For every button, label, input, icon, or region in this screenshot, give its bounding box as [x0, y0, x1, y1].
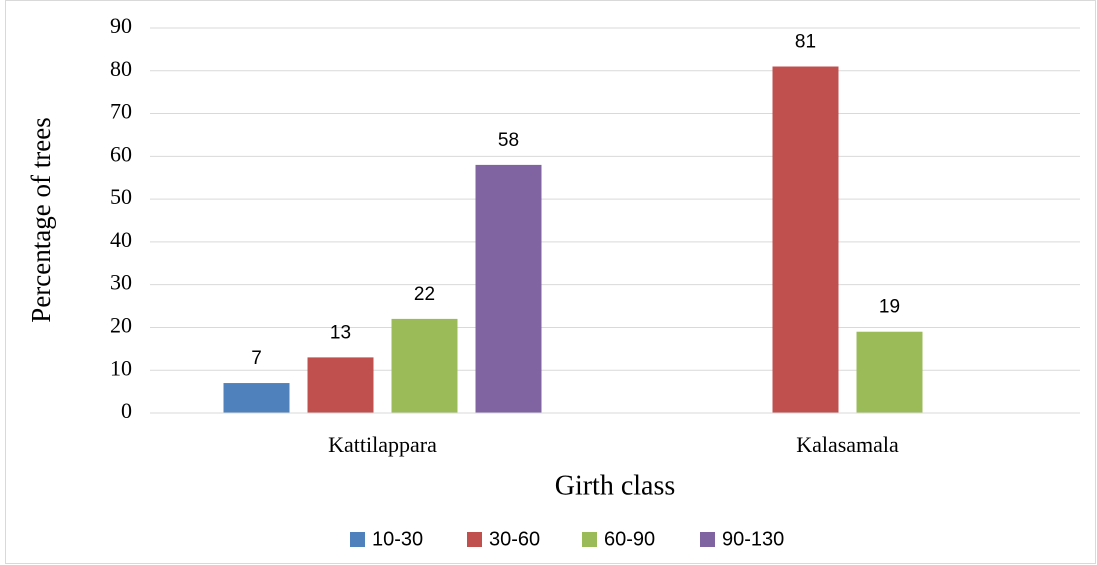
bar — [391, 318, 458, 413]
chart-border — [5, 0, 1096, 564]
legend-swatch — [582, 532, 597, 547]
legend-swatch — [700, 532, 715, 547]
legend-label: 10-30 — [372, 528, 423, 550]
legend-swatch — [467, 532, 482, 547]
x-tick-label: Kalasamala — [796, 432, 899, 457]
bar — [307, 357, 374, 413]
y-tick-label: 80 — [110, 56, 132, 81]
y-tick-label: 0 — [121, 398, 132, 423]
y-tick-label: 10 — [110, 355, 132, 380]
data-label: 19 — [879, 297, 900, 318]
data-label: 81 — [795, 32, 816, 53]
data-label: 22 — [414, 284, 435, 305]
y-tick-label: 90 — [110, 13, 132, 38]
y-tick-label: 50 — [110, 184, 132, 209]
legend-label: 90-130 — [722, 528, 784, 550]
legend-label: 60-90 — [604, 528, 655, 550]
x-tick-label: Kattilappara — [328, 432, 437, 457]
data-label: 58 — [498, 130, 519, 151]
y-tick-label: 70 — [110, 99, 132, 124]
legend-label: 30-60 — [489, 528, 540, 550]
y-axis-title: Percentage of trees — [26, 117, 56, 322]
y-tick-label: 20 — [110, 312, 132, 337]
data-label: 7 — [251, 348, 262, 369]
y-tick-label: 40 — [110, 227, 132, 252]
legend-swatch — [350, 532, 365, 547]
bar — [856, 331, 923, 413]
y-tick-label: 60 — [110, 141, 132, 166]
bar — [223, 383, 290, 413]
x-axis-title: Girth class — [555, 470, 676, 501]
y-tick-label: 30 — [110, 270, 132, 295]
bar — [772, 66, 839, 413]
data-label: 13 — [330, 322, 351, 343]
bar — [475, 164, 542, 413]
